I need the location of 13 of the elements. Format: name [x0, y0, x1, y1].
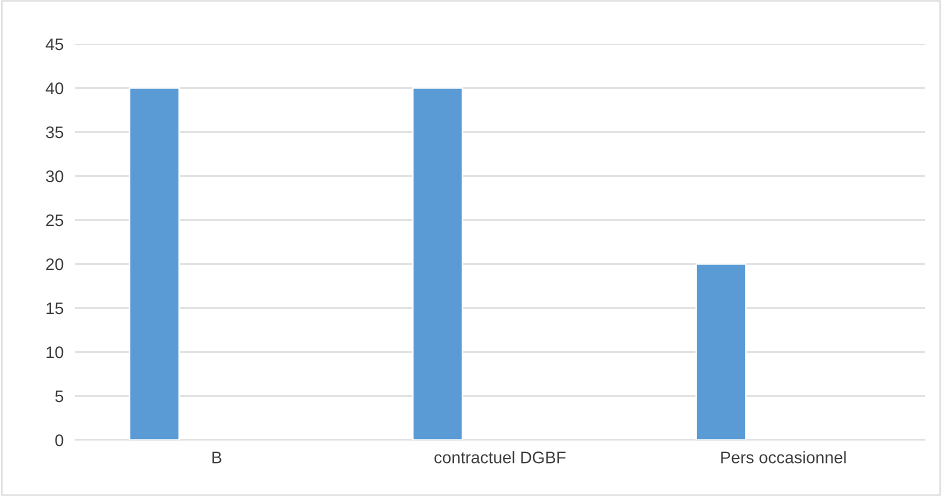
- y-tick-label: 30: [46, 170, 64, 182]
- x-tick-label: contractuel DGBF: [434, 451, 566, 464]
- y-tick-label: 25: [46, 214, 64, 226]
- x-tick-label: Pers occasionnel: [721, 451, 846, 464]
- x-tick-label: B: [212, 452, 222, 464]
- y-tick-label: 5: [55, 390, 64, 402]
- y-tick-label: 40: [46, 82, 64, 94]
- y-tick-label: 10: [46, 346, 64, 358]
- y-tick-label: 35: [46, 126, 64, 138]
- y-tick-label: 15: [46, 302, 64, 314]
- y-tick-label: 45: [46, 38, 64, 50]
- y-tick-label: 0: [55, 434, 64, 446]
- y-tick-label: 20: [46, 258, 64, 270]
